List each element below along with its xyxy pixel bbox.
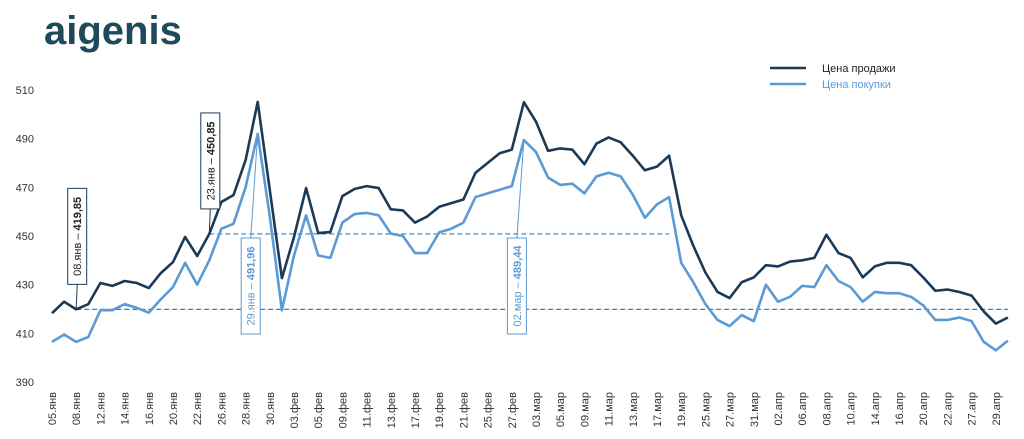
x-tick-label: 28.янв	[241, 392, 253, 425]
x-tick-label: 25.фев	[483, 392, 495, 428]
x-tick-label: 13.фев	[386, 392, 398, 428]
x-tick-label: 05.янв	[47, 392, 59, 425]
annotation-label: 08.янв –	[72, 233, 84, 276]
series-line	[51, 132, 1009, 352]
annotation-label: 02.мар –	[512, 281, 524, 326]
x-tick-label: 13.мар	[628, 392, 640, 427]
x-tick-label: 11.мар	[604, 392, 616, 426]
legend-label: Цена продажи	[822, 63, 896, 75]
annotation-box	[200, 112, 221, 210]
annotation-value: 419,85	[72, 197, 84, 231]
annotation: 23.янв – 450,85	[200, 112, 221, 234]
annotation-value: 489,44	[512, 245, 524, 280]
x-tick-label: 31.мар	[749, 392, 761, 427]
y-tick-label: 490	[16, 134, 34, 146]
x-tick-label: 02.апр	[773, 392, 785, 425]
annotation-value: 491,96	[246, 246, 258, 280]
x-tick-label: 17.фев	[410, 392, 422, 428]
x-tick-label: 19.мар	[676, 392, 688, 427]
x-tick-label: 09.мар	[579, 392, 591, 427]
x-tick-label: 08.янв	[71, 392, 83, 425]
annotation-text: 23.янв – 450,85	[205, 121, 217, 200]
x-tick-label: 25.мар	[700, 392, 712, 427]
annotation-label: 23.янв –	[205, 157, 217, 200]
annotation-box	[506, 237, 527, 335]
series-line	[51, 100, 1009, 325]
y-tick-label: 390	[16, 377, 34, 389]
x-tick-label: 11.фев	[362, 392, 374, 428]
annotation-connector	[75, 284, 78, 310]
legend-label: Цена покупки	[822, 79, 891, 91]
x-tick-label: 26.янв	[216, 392, 228, 425]
annotation-value: 450,85	[205, 121, 217, 155]
logo: aigenis	[44, 9, 182, 53]
annotation-text: 29.янв – 491,96	[246, 246, 258, 325]
x-tick-label: 08.апр	[821, 392, 833, 425]
x-tick-label: 21.фев	[458, 392, 470, 428]
x-tick-label: 27.апр	[967, 392, 979, 425]
x-tick-label: 29.апр	[991, 392, 1003, 425]
x-tick-label: 27.мар	[725, 392, 737, 427]
x-tick-label: 14.апр	[870, 392, 882, 425]
x-tick-label: 09.фев	[337, 392, 349, 428]
annotation-box	[67, 187, 88, 285]
y-tick-label: 450	[16, 231, 34, 243]
annotation: 29.янв – 491,96	[240, 133, 261, 335]
x-tick-label: 17.мар	[652, 392, 664, 427]
x-tick-label: 30.янв	[265, 392, 277, 425]
x-tick-label: 14.янв	[120, 392, 132, 425]
annotation-box	[240, 237, 261, 335]
x-tick-label: 19.фев	[434, 392, 446, 428]
x-tick-label: 03.мар	[531, 392, 543, 427]
x-tick-label: 06.апр	[797, 392, 809, 425]
x-tick-label: 20.апр	[918, 392, 930, 425]
x-tick-label: 05.фев	[313, 392, 325, 428]
x-tick-label: 10.апр	[846, 392, 858, 425]
x-tick-label: 27.фев	[507, 392, 519, 428]
y-tick-label: 430	[16, 280, 34, 292]
x-tick-label: 16.апр	[894, 392, 906, 425]
x-tick-label: 20.янв	[168, 392, 180, 425]
y-tick-label: 470	[16, 182, 34, 194]
x-tick-label: 05.мар	[555, 392, 567, 427]
x-tick-label: 12.янв	[95, 392, 107, 425]
annotation-text: 08.янв – 419,85	[72, 197, 84, 276]
annotation-connector	[208, 208, 211, 234]
annotation-connector	[516, 139, 525, 239]
y-tick-label: 510	[16, 85, 34, 97]
annotation-connector	[250, 133, 259, 239]
annotation-label: 29.янв –	[246, 282, 258, 325]
x-tick-label: 03.фев	[289, 392, 301, 428]
y-tick-label: 410	[16, 328, 34, 340]
x-tick-label: 22.апр	[942, 392, 954, 425]
annotation: 02.мар –489,44	[506, 139, 527, 335]
x-tick-label: 16.янв	[144, 392, 156, 425]
x-tick-label: 22.янв	[192, 392, 204, 425]
annotation-text: 02.мар –489,44	[512, 245, 524, 327]
annotation: 08.янв – 419,85	[67, 187, 88, 310]
